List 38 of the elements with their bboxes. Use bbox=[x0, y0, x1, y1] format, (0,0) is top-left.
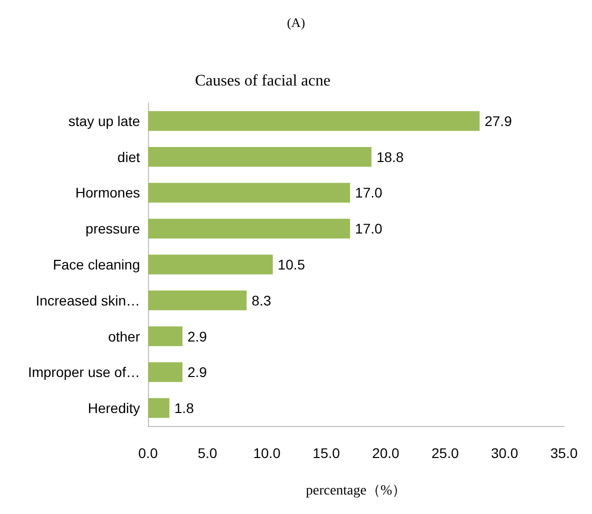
y-tick-label: stay up late bbox=[68, 112, 140, 129]
x-tick-label: 15.0 bbox=[312, 445, 340, 461]
y-tick-label: Face cleaning bbox=[52, 256, 140, 272]
data-label: 17.0 bbox=[355, 184, 383, 201]
bar bbox=[148, 398, 170, 418]
x-tick-label: 25.0 bbox=[432, 445, 459, 461]
data-label: 2.9 bbox=[187, 364, 208, 380]
x-tick-label: 10.0 bbox=[253, 445, 281, 461]
y-tick-label: Hormones bbox=[75, 184, 140, 201]
data-label: 2.9 bbox=[187, 328, 208, 344]
bar bbox=[148, 290, 247, 310]
bar bbox=[148, 218, 350, 238]
x-tick-label: 0.0 bbox=[138, 445, 158, 461]
bar bbox=[148, 182, 350, 203]
data-label: 18.8 bbox=[376, 148, 404, 165]
bar bbox=[148, 111, 480, 131]
bar bbox=[148, 326, 182, 346]
chart-title: Causes of facial acne bbox=[195, 72, 330, 90]
x-tick-label: 30.0 bbox=[490, 445, 518, 461]
y-tick-label: pressure bbox=[86, 220, 140, 237]
bar bbox=[148, 254, 273, 274]
y-tick-label: Improper use of… bbox=[28, 364, 140, 380]
data-label: 8.3 bbox=[252, 292, 272, 308]
data-label: 1.8 bbox=[174, 400, 194, 416]
y-tick-label: other bbox=[108, 328, 140, 344]
bar bbox=[148, 362, 182, 382]
data-label: 10.5 bbox=[278, 256, 306, 272]
bar bbox=[148, 146, 372, 167]
y-tick-label: Increased skin… bbox=[36, 292, 140, 308]
x-tick-label: 5.0 bbox=[198, 445, 218, 461]
y-tick-label: diet bbox=[117, 148, 140, 165]
x-tick-label: 35.0 bbox=[550, 445, 578, 461]
x-axis-title: percentage（%） bbox=[306, 484, 406, 498]
data-label: 17.0 bbox=[355, 220, 383, 237]
x-tick-label: 20.0 bbox=[372, 445, 400, 461]
y-tick-label: Heredity bbox=[88, 400, 140, 416]
text: (A) bbox=[286, 15, 306, 30]
data-label: 27.9 bbox=[484, 112, 512, 129]
